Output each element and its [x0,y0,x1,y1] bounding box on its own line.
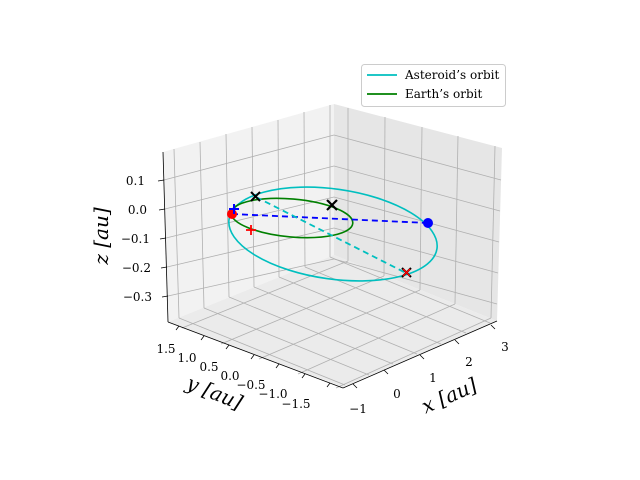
x-axis-line [342,320,498,389]
y-tick-label: −1.0 [258,387,287,401]
floor-pane [168,255,497,387]
z-tick-labels: 0.1 0.0 −0.1 −0.2 −0.3 [121,174,152,304]
x-tick-label: −1 [349,402,367,416]
y-tick-label: −0.5 [236,378,265,392]
grid-line [220,275,385,345]
z-axis-title: z [au] [89,207,113,266]
grid-line [333,258,498,305]
x-tick-mark [419,354,425,360]
legend-label-earth: Earth’s orbit [405,87,482,101]
x-tick-label: 2 [465,355,473,369]
y-axis-line [167,321,344,389]
grid-line [333,196,500,243]
legend-box [361,64,506,107]
grid-line [297,303,456,375]
blue-plus-marker [229,204,239,214]
grid-line [167,258,335,297]
sun-marker-stroke [326,199,338,211]
grid-line [178,317,346,386]
y-tick-label: 0.0 [220,369,239,383]
z-tick-label: −0.3 [123,290,152,304]
x-tick-mark [352,383,358,389]
asteroid-orbit-line [228,186,438,282]
y-tick-mark [250,354,255,360]
x-axis-title: x [au] [418,373,481,419]
arrival-red-marker-stroke [402,268,411,277]
grid-line [165,196,335,239]
arrival-red-x-marker [402,268,411,277]
grid-line [203,307,370,376]
legend-label-asteroid: Asteroid’s orbit [404,68,499,82]
grid-line [333,134,502,181]
y-tick-mark [175,325,180,331]
grid-line [490,145,496,319]
z-tick-label: 0.0 [128,203,147,217]
red-dot-marker [227,209,237,219]
grid-line [164,165,335,210]
z-tick-mark [160,266,168,269]
back-left-pane [163,104,334,322]
y-tick-labels: 1.5 1.0 0.5 0.0 −0.5 −1.0 −1.5 [156,342,310,411]
x-tick-mark [454,339,460,345]
grid-line [258,289,421,360]
z-tick-mark [157,179,165,182]
y-tick-label: 1.5 [156,342,175,356]
y-tick-mark [326,382,331,388]
grid-line [166,227,335,268]
grid-line [419,126,423,291]
tick-marks [157,179,496,389]
grid-line [383,116,386,277]
transfers [231,196,429,274]
grid-line [454,135,459,305]
asteroid-transfer-line [255,196,407,274]
y-tick-label: 0.5 [199,360,218,374]
x-tick-mark [383,369,389,375]
grid-line [303,111,306,268]
z-tick-mark [161,295,169,298]
grid-line [228,296,394,365]
sun-marker [326,199,338,211]
grid-line [304,266,467,334]
z-tick-mark [158,208,166,211]
z-tick-mark [159,237,167,240]
departure-marker-stroke [250,191,261,202]
grid-line [199,141,205,309]
y-tick-mark [225,344,230,350]
y-tick-mark [200,335,205,341]
legend: Asteroid’s orbit Earth’s orbit [361,64,506,107]
grid-line [335,317,492,389]
grid-line [181,260,349,329]
grid [163,105,502,389]
x-tick-label: 0 [393,387,401,401]
x-tick-label: 3 [501,340,509,354]
y-tick-mark [275,363,280,369]
y-tick-mark [301,373,306,379]
grid-line [333,227,499,274]
grid-line [163,134,335,181]
markers [227,191,433,278]
z-tick-label: −0.2 [122,261,151,275]
departure-x-marker [250,191,261,202]
red-plus-marker [246,225,256,235]
y-tick-label: 1.0 [177,351,196,365]
grid-line [251,126,255,288]
x-tick-labels: −1 0 1 2 3 [349,340,509,416]
z-tick-label: 0.1 [126,174,145,188]
back-right-pane [334,104,502,321]
earth-transfer-line [231,213,429,224]
grid-line [278,276,442,345]
grid-line [329,256,491,324]
axes-panes [163,104,502,387]
x-tick-mark [490,324,496,330]
x-tick-label: 1 [429,371,437,385]
grid-line [333,165,501,212]
blue-dot-marker [423,218,433,228]
z-tick-label: −0.1 [121,232,150,246]
grid-line [253,286,418,355]
y-tick-label: −1.5 [281,397,310,411]
